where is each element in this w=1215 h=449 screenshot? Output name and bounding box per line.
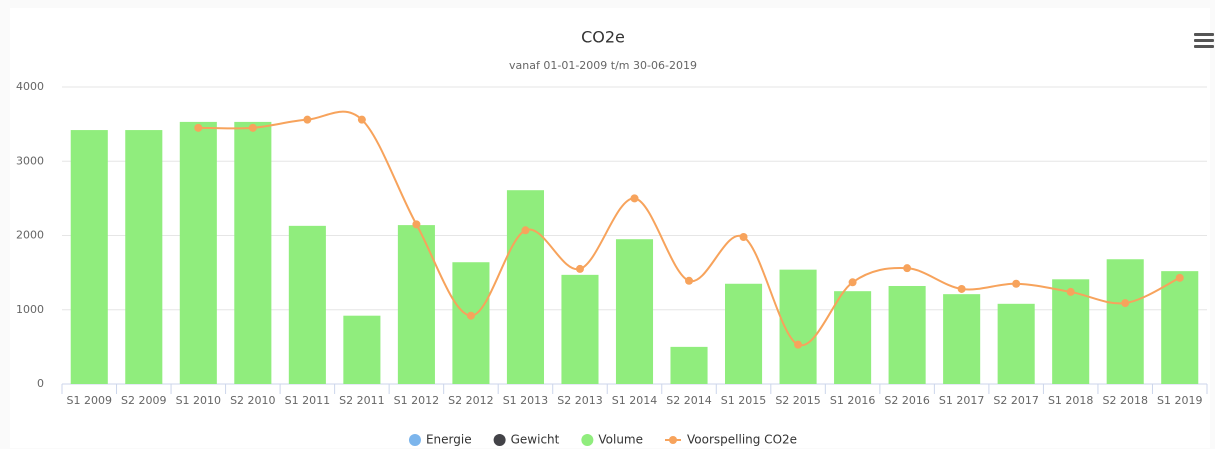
menu-bar[interactable] [1194, 45, 1214, 48]
legend-label: Energie [426, 433, 472, 447]
x-tick-label: S1 2018 [1048, 394, 1093, 407]
y-tick-label: 4000 [16, 80, 44, 93]
x-tick-label: S1 2009 [67, 394, 112, 407]
line-point [794, 340, 803, 349]
line-point [1012, 279, 1021, 288]
menu-button[interactable] [1194, 33, 1214, 48]
legend-item[interactable]: Voorspelling CO2e [665, 433, 797, 447]
bar [615, 239, 654, 384]
x-tick-label: S2 2009 [121, 394, 166, 407]
x-tick-label: S2 2012 [448, 394, 493, 407]
line-point [575, 264, 584, 273]
legend-label: Volume [598, 433, 643, 447]
legend-symbol [493, 434, 506, 446]
line-point [521, 226, 530, 235]
legend-label: Gewicht [511, 433, 560, 447]
x-tick-label: S2 2011 [339, 394, 384, 407]
x-tick-label: S1 2014 [612, 394, 657, 407]
bar [670, 346, 708, 384]
line-point [248, 123, 257, 132]
legend: Energie Gewicht Volume Voorspelling CO2e [408, 433, 797, 447]
x-tick-label: S1 2019 [1157, 394, 1202, 407]
bar [561, 274, 599, 384]
legend-symbol [669, 436, 677, 444]
legend-symbol [581, 434, 594, 446]
y-tick-label: 0 [37, 377, 44, 390]
bar [234, 121, 272, 385]
bar [1052, 279, 1090, 384]
bar [506, 190, 544, 384]
line-point [357, 115, 366, 124]
bar [943, 294, 981, 384]
line-point [685, 276, 694, 285]
menu-bar[interactable] [1194, 33, 1214, 36]
y-tick-label: 2000 [16, 229, 44, 242]
bar [834, 291, 872, 384]
bar [343, 315, 381, 384]
x-tick-label: S1 2017 [939, 394, 984, 407]
x-tick-label: S1 2015 [721, 394, 766, 407]
bar [725, 283, 763, 384]
x-tick-label: S2 2016 [884, 394, 929, 407]
bar [1161, 271, 1199, 384]
x-tick-label: S2 2010 [230, 394, 275, 407]
x-tick-label: S1 2012 [394, 394, 439, 407]
x-tick-label: S2 2013 [557, 394, 602, 407]
y-tick-label: 3000 [16, 154, 44, 167]
menu-bar[interactable] [1194, 39, 1214, 42]
chart-subtitle: vanaf 01-01-2009 t/m 30-06-2019 [509, 59, 697, 72]
x-tick-label: S2 2015 [775, 394, 820, 407]
legend-item[interactable]: Gewicht [493, 433, 560, 447]
legend-item[interactable]: Volume [581, 433, 643, 447]
line-point [630, 194, 639, 203]
bar [997, 303, 1035, 384]
line-point [957, 284, 966, 293]
x-tick-label: S2 2014 [666, 394, 711, 407]
line-point [739, 232, 748, 241]
bar [1106, 259, 1144, 384]
y-tick-label: 1000 [16, 303, 44, 316]
bar [179, 121, 217, 385]
legend-label: Voorspelling CO2e [687, 433, 797, 447]
x-tick-label: S2 2018 [1102, 394, 1147, 407]
line-point [412, 220, 421, 229]
legend-item[interactable]: Energie [408, 433, 472, 447]
bar [452, 262, 490, 384]
x-tick-label: S1 2016 [830, 394, 875, 407]
chart-title: CO2e [581, 28, 625, 47]
line-point [303, 115, 312, 124]
bar [125, 130, 163, 384]
line-point [1066, 287, 1075, 296]
legend-symbol [408, 434, 421, 446]
bar [888, 285, 926, 384]
line-series [198, 110, 1181, 347]
line-point [848, 278, 857, 287]
line-point [466, 311, 475, 320]
x-tick-label: S2 2017 [993, 394, 1038, 407]
x-tick-label: S1 2011 [285, 394, 330, 407]
bar [288, 225, 326, 384]
line-point [1121, 299, 1130, 308]
line-point [903, 264, 912, 273]
line-point [194, 123, 203, 132]
x-tick-label: S1 2010 [176, 394, 221, 407]
x-tick-label: S1 2013 [503, 394, 548, 407]
line-point [1175, 273, 1184, 282]
bar [70, 130, 108, 384]
